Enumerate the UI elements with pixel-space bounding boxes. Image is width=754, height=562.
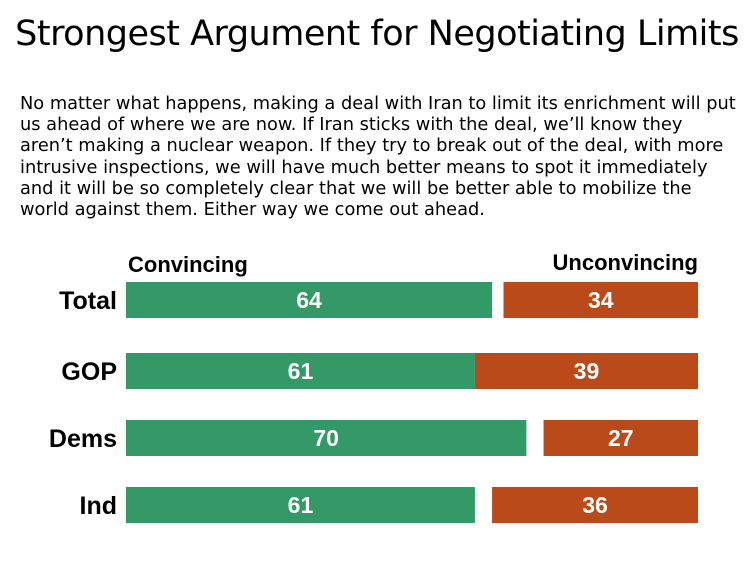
value-label-unconvincing: 34 (588, 287, 614, 313)
bar-unconvincing (474, 353, 698, 389)
bar-unconvincing (543, 420, 698, 456)
bar-unconvincing (492, 487, 698, 523)
bar-convincing (126, 420, 527, 456)
value-label-convincing: 61 (288, 358, 314, 384)
value-label-unconvincing: 27 (608, 425, 634, 451)
bar-convincing (126, 487, 475, 523)
value-label-unconvincing: 36 (582, 492, 608, 518)
chart-title: Strongest Argument for Negotiating Limit… (15, 14, 739, 54)
category-label: Total (59, 287, 117, 315)
value-label-convincing: 70 (313, 425, 339, 451)
legend-unconvincing: Unconvincing (553, 250, 698, 275)
bar-convincing (126, 282, 493, 318)
bar-convincing (126, 353, 475, 389)
argument-text: No matter what happens, making a deal wi… (20, 93, 736, 221)
category-label: Dems (49, 425, 117, 453)
category-label: GOP (61, 358, 117, 386)
category-label: Ind (80, 492, 118, 520)
legend-convincing: Convincing (128, 252, 248, 277)
value-label-convincing: 64 (296, 287, 322, 313)
value-label-unconvincing: 39 (574, 358, 600, 384)
value-label-convincing: 61 (288, 492, 314, 518)
bar-unconvincing (503, 282, 698, 318)
